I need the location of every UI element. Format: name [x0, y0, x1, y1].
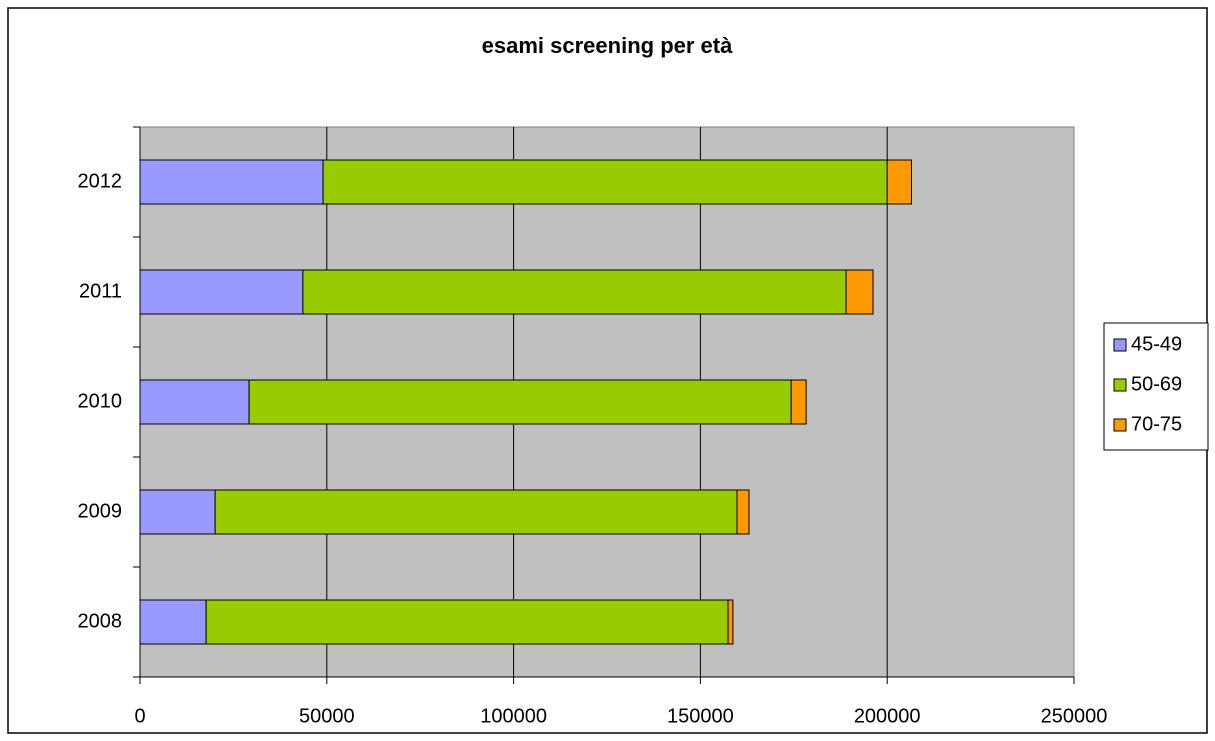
bar-segment [139, 269, 304, 315]
bar-segment [214, 489, 738, 535]
bar-segment [886, 159, 912, 205]
bar-segment [845, 269, 874, 315]
chart-title: esami screening per età [482, 33, 733, 58]
x-tick-label: 200000 [854, 705, 921, 727]
y-tick-label: 2010 [78, 390, 123, 412]
bar-segment [322, 159, 888, 205]
x-tick-label: 150000 [667, 705, 734, 727]
legend-swatch [1113, 418, 1127, 432]
bar-segment [139, 159, 324, 205]
x-tick-label: 100000 [480, 705, 547, 727]
bar-segment [248, 379, 792, 425]
legend-label: 50-69 [1131, 373, 1182, 395]
x-tick-label: 0 [134, 705, 145, 727]
y-tick-label: 2008 [78, 610, 123, 632]
bar-segment [139, 599, 207, 645]
bar-segment [302, 269, 847, 315]
y-tick-label: 2012 [78, 170, 123, 192]
bar-segment [727, 599, 734, 645]
legend-label: 45-49 [1131, 333, 1182, 355]
bar-segment [205, 599, 729, 645]
bar-segment [790, 379, 807, 425]
legend-label: 70-75 [1131, 413, 1182, 435]
y-tick-label: 2009 [78, 500, 123, 522]
legend-swatch [1113, 338, 1127, 352]
legend-swatch [1113, 378, 1127, 392]
bar-segment [139, 379, 250, 425]
x-tick-label: 250000 [1041, 705, 1108, 727]
x-tick-label: 50000 [299, 705, 355, 727]
bar-segment [736, 489, 750, 535]
bar-segment [139, 489, 216, 535]
y-tick-label: 2011 [79, 280, 122, 302]
